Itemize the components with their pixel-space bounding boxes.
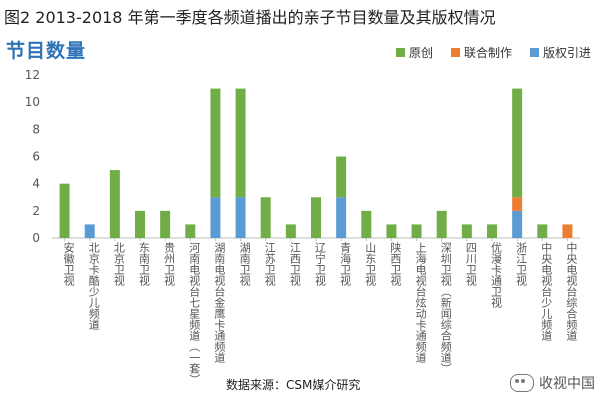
bar-segment [59,183,70,238]
bar-segment [461,224,472,238]
x-tick-label: 北京卡酷少儿频道 [87,242,100,330]
bar-segment [512,210,523,238]
y-tick-label: 0 [32,231,40,245]
bar-segment [235,197,246,238]
bar-segment [260,197,271,238]
x-tick-label: 深圳卫视（新闻综合频道） [439,242,452,374]
x-tick-label: 东南卫视 [138,242,151,286]
figure-title: 图2 2013-2018 年第一季度各频道播出的亲子节目数量及其版权情况 [4,8,496,27]
watermark: 收视中国 [510,373,595,393]
legend-label-coproduction: 联合制作 [463,46,512,60]
bar-segment [185,224,196,238]
x-tick-label: 青海卫视 [339,242,352,286]
bar-segment [84,224,95,238]
legend-item-original: 原创 [395,44,433,61]
y-tick-label: 6 [32,150,40,164]
bar-segment [135,210,145,238]
bar-segment [487,224,497,238]
x-tick-label: 江苏卫视 [263,242,276,286]
bar-segment [562,224,573,238]
bar-segment [361,210,372,238]
bar-segment [512,88,523,198]
x-tick-label: 湖南电视台金鹰卡通频道 [213,242,226,363]
bar-segment [311,197,321,238]
x-tick-label: 北京卫视 [112,242,125,286]
x-tick-label: 四川卫视 [464,242,477,286]
legend-swatch-coproduction [450,48,460,57]
x-tick-label: 贵州卫视 [163,242,176,286]
y-tick-label: 12 [25,68,40,82]
x-tick-label: 陕西卫视 [389,241,402,286]
bar-segment [336,197,347,238]
x-tick-label: 浙江卫视 [515,242,528,286]
x-tick-label: 河南电视台七星频道（一套） [188,242,201,385]
legend-swatch-original [395,48,405,57]
x-tick-label: 优漫卡通卫视 [490,242,503,308]
legend-swatch-licensed [529,48,539,57]
bar-segment [210,88,221,198]
x-tick-label: 中央电视台综合频道 [565,242,578,341]
x-tick-label: 上海电视台炫动卡通频道 [414,242,427,363]
bar-segment [235,88,246,198]
bar-segment [285,224,296,238]
bar-segment [411,224,422,238]
bar-segment [512,197,523,211]
chart-panel [0,30,609,409]
y-tick-label: 2 [32,204,40,218]
x-tick-label: 湖南卫视 [238,242,251,286]
source-note: 数据来源：CSM媒介研究 [226,378,361,392]
x-tick-label: 辽宁卫视 [314,242,327,286]
legend-label-licensed: 版权引进 [542,46,591,60]
x-tick-label: 江西卫视 [288,242,301,286]
x-tick-label: 安徽卫视 [62,241,75,286]
bar-segment [336,156,347,198]
legend-item-licensed: 版权引进 [529,44,591,61]
y-tick-label: 8 [32,122,40,136]
chart-title: 节目数量 [6,40,87,62]
y-tick-label: 4 [32,177,40,191]
chart-legend: 原创 联合制作 版权引进 [395,44,591,61]
bar-segment [436,210,447,238]
bar-segment [109,170,120,238]
bar-segment [537,224,548,238]
bar-segment [386,224,397,238]
legend-item-coproduction: 联合制作 [450,44,512,61]
bar-segment [160,210,171,238]
watermark-label: 收视中国 [539,376,595,392]
x-tick-label: 山东卫视 [364,242,377,286]
y-tick-label: 10 [25,95,40,109]
bar-segment [210,197,221,238]
legend-label-original: 原创 [408,46,433,60]
x-tick-label: 中央电视台少儿频道 [540,242,553,341]
wechat-icon [510,374,534,392]
